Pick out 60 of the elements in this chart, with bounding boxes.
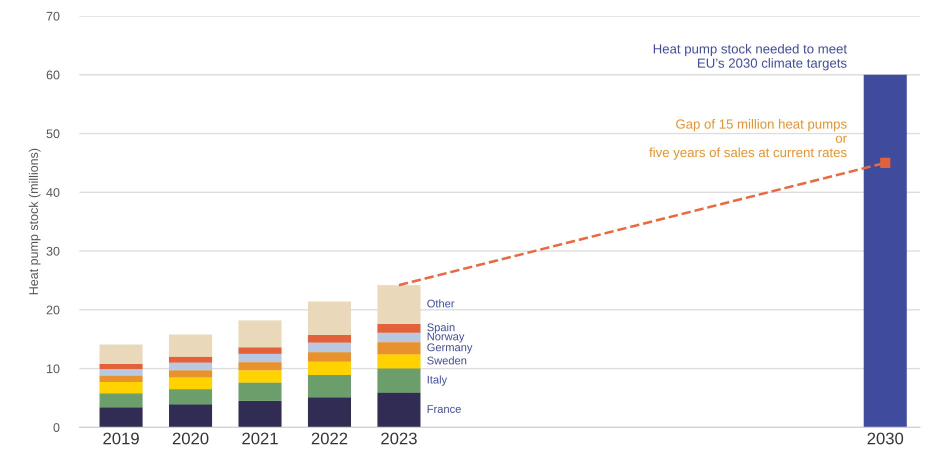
x-tick-label: 2030 bbox=[868, 432, 904, 444]
series-label: Spain bbox=[427, 323, 454, 334]
y-tick-label: 60 bbox=[46, 70, 60, 80]
bar bbox=[377, 342, 420, 354]
bar bbox=[169, 362, 212, 370]
x-tick-label: 2022 bbox=[312, 432, 348, 444]
bar bbox=[169, 389, 212, 404]
bar bbox=[377, 285, 420, 324]
bar bbox=[100, 393, 143, 408]
x-tick-label: 2019 bbox=[103, 432, 139, 444]
bar bbox=[169, 404, 212, 428]
bar bbox=[238, 382, 282, 401]
bar bbox=[308, 397, 352, 428]
bar bbox=[238, 362, 282, 370]
y-tick-label: 30 bbox=[46, 246, 60, 256]
bar bbox=[308, 335, 352, 343]
bar bbox=[377, 332, 420, 342]
bar bbox=[238, 320, 282, 348]
x-tick-label: 2023 bbox=[381, 432, 417, 444]
series-label: Italy bbox=[428, 375, 448, 386]
bar bbox=[377, 368, 420, 393]
y-tick-label: 0 bbox=[53, 423, 60, 432]
y-axis-title: Heat pump stock (millions) bbox=[28, 148, 40, 294]
series-label: France bbox=[428, 405, 461, 413]
series-label: Germany bbox=[427, 343, 472, 354]
series-label: Norway bbox=[428, 332, 464, 343]
x-tick-label: 2020 bbox=[172, 432, 208, 444]
bar bbox=[308, 342, 352, 352]
bar bbox=[100, 364, 143, 370]
bar bbox=[308, 302, 352, 336]
y-tick-label: 70 bbox=[46, 12, 60, 21]
annotation: Gap of 15 million heat pumps or five years of sales at current rates bbox=[649, 119, 847, 160]
bar bbox=[308, 375, 352, 398]
bar bbox=[100, 382, 143, 394]
bar bbox=[100, 407, 143, 428]
bar bbox=[238, 347, 282, 354]
series-label: Other bbox=[427, 299, 454, 308]
series-label: Sweden bbox=[427, 356, 466, 364]
y-tick-label: 50 bbox=[46, 129, 60, 138]
bar bbox=[864, 74, 907, 428]
bar bbox=[238, 370, 282, 383]
y-tick-label: 40 bbox=[46, 188, 60, 197]
bar bbox=[100, 376, 143, 382]
annotation: Heat pump stock needed to meet EU’s 2030 climate targets bbox=[654, 44, 847, 70]
bar bbox=[238, 400, 282, 428]
y-tick-label: 20 bbox=[46, 306, 60, 314]
bar bbox=[100, 344, 143, 364]
bar bbox=[169, 377, 212, 390]
bar bbox=[169, 356, 212, 363]
x-tick-label: 2021 bbox=[242, 432, 278, 444]
bar bbox=[238, 354, 282, 362]
bar bbox=[377, 354, 420, 369]
bar bbox=[308, 361, 352, 375]
y-tick-label: 10 bbox=[46, 364, 60, 374]
bar bbox=[308, 352, 352, 362]
bar bbox=[100, 369, 143, 376]
bar bbox=[169, 334, 212, 357]
bar bbox=[169, 370, 212, 378]
bar bbox=[377, 324, 420, 333]
bar bbox=[377, 392, 420, 428]
